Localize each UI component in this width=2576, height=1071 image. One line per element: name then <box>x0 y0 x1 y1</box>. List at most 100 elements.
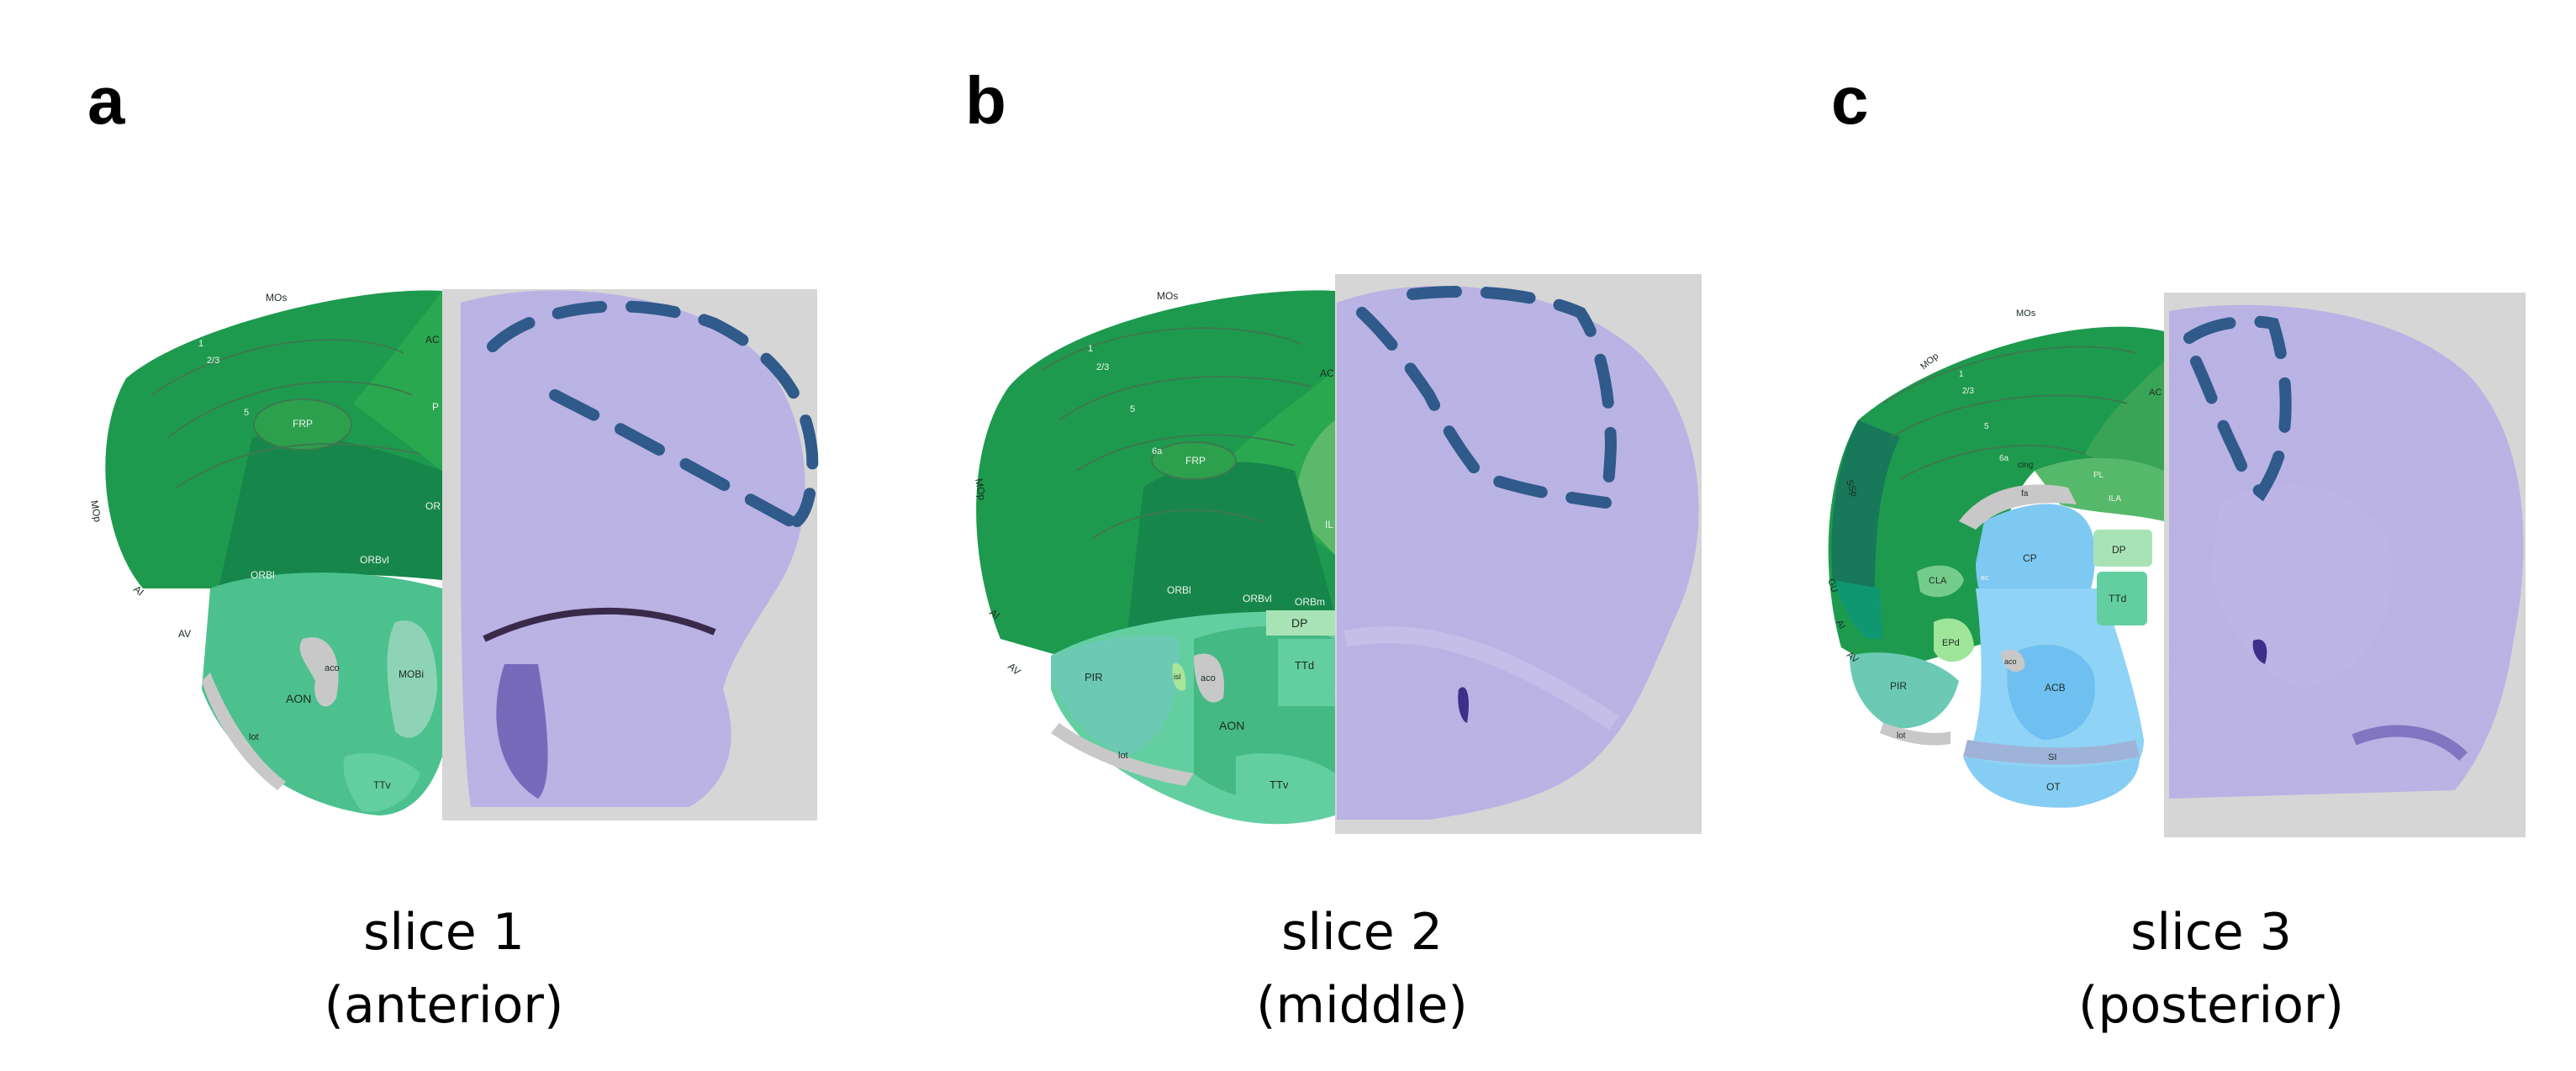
atlas-label-mop-a: MOp <box>88 499 103 523</box>
nissl-dark-spot-b <box>1458 687 1469 723</box>
atlas-label-orbvl-a: ORBvl <box>360 554 389 566</box>
atlas-epd-c <box>1934 618 1974 662</box>
atlas-ttv-b <box>1236 753 1335 820</box>
atlas-label-isl-b: isl <box>1174 673 1181 681</box>
atlas-label-l1-b: 1 <box>1088 344 1093 354</box>
atlas-cla-c <box>1917 565 1964 598</box>
atlas-label-orbm-b: ORBm <box>1295 596 1325 608</box>
atlas-layer-lines-c <box>1882 346 2136 480</box>
atlas-mobi-a <box>387 620 437 738</box>
atlas-label-ac-b: AC <box>1320 367 1334 379</box>
atlas-label-cla-c: CLA <box>1929 576 1947 586</box>
atlas-lateral-cortex-c <box>1831 420 1900 588</box>
atlas-ttd-c <box>2097 572 2147 625</box>
nissl-dark-spot-c <box>2252 639 2267 664</box>
panel-b: MOs AC 1 2/3 5 6a FRP IL ORBl ORBvl ORBm… <box>973 274 1702 834</box>
atlas-label-aco-a: aco <box>325 663 340 673</box>
atlas-label-ac-a: AC <box>425 334 440 346</box>
atlas-label-dp-b: DP <box>1291 616 1307 630</box>
atlas-label-l5-a: 5 <box>244 408 249 418</box>
atlas-label-l23-c: 2/3 <box>1962 387 1974 396</box>
nissl-cortex-edge-b <box>1343 625 1619 731</box>
atlas-fiber-c <box>1959 484 2077 530</box>
atlas-label-orbl-a: ORBl <box>251 569 275 581</box>
atlas-dp-b <box>1266 610 1335 636</box>
caption-slice-2-line2: (middle) <box>1256 976 1468 1035</box>
panel-letter-c: c <box>1831 63 1869 138</box>
atlas-layer-lines-b <box>1042 327 1312 539</box>
atlas-frp-b <box>1151 441 1237 480</box>
atlas-label-ac-c: AC <box>2149 388 2162 398</box>
atlas-label-p-a: P <box>432 401 439 413</box>
atlas-label-pl-c: PL <box>2093 471 2104 480</box>
atlas-label-mop-b: MOp <box>973 477 988 501</box>
atlas-gu-c <box>1833 580 1883 639</box>
nissl-fiber-band-a <box>483 607 716 642</box>
atlas-label-mos-a: MOs <box>266 292 287 303</box>
atlas-label-epd-c: EPd <box>1942 638 1960 648</box>
atlas-label-cing-c: cing <box>2018 461 2033 470</box>
atlas-label-mos-b: MOs <box>1157 290 1178 302</box>
atlas-aco-a <box>299 637 339 707</box>
nissl-section-b <box>1337 286 1699 820</box>
atlas-frp-a <box>253 398 352 451</box>
atlas-mid-cortex-c <box>2035 458 2164 521</box>
atlas-aco-b <box>1194 653 1224 703</box>
nissl-striatum-c <box>2211 484 2393 689</box>
atlas-label-aon-a: AON <box>286 692 311 705</box>
atlas-label-aon-b: AON <box>1219 719 1244 732</box>
panel-c: MOs MOp SSp GU AI AV 1 2/3 5 6a ec PL IL… <box>1825 293 2526 837</box>
atlas-label-lot-b: lot <box>1118 751 1128 761</box>
atlas-frontal-a <box>353 291 442 471</box>
atlas-label-mobi-a: MOBi <box>399 668 424 680</box>
caption-slice-3-line1: slice 3 <box>2130 903 2292 962</box>
atlas-label-mop-c: MOp <box>1919 351 1940 372</box>
atlas-label-cp-c: CP <box>2023 552 2037 564</box>
atlas-label-orbl-b: ORBl <box>1167 584 1191 596</box>
atlas-label-orbvl-b: ORBvl <box>1243 593 1272 604</box>
atlas-label-fa-c: fa <box>2021 489 2029 499</box>
atlas-label-l1-c: 1 <box>1959 370 1964 379</box>
caption-slice-2: slice 2 (middle) <box>1152 896 1572 1042</box>
atlas-layer-lines-a <box>150 339 421 488</box>
atlas-label-pir-c: PIR <box>1890 680 1907 692</box>
atlas-aco-c <box>2001 649 2025 673</box>
outline-dashed-c <box>2183 315 2292 502</box>
atlas-label-ttd-b: TTd <box>1295 659 1314 672</box>
atlas-label-av-b: AV <box>1006 661 1023 678</box>
atlas-label-ttv-b: TTv <box>1270 778 1289 791</box>
atlas-dp-c <box>2093 530 2152 567</box>
outline-dashed-b <box>1356 285 1618 510</box>
atlas-orbital-a <box>219 434 442 588</box>
caption-slice-1: slice 1 (anterior) <box>234 896 654 1042</box>
atlas-label-av-a: AV <box>178 628 191 640</box>
caption-slice-1-line2: (anterior) <box>324 976 564 1035</box>
atlas-isl-b <box>1172 663 1186 691</box>
atlas-label-l5-b: 5 <box>1130 404 1135 414</box>
caption-slice-3-line2: (posterior) <box>2077 976 2345 1035</box>
atlas-label-aco-b: aco <box>1201 673 1216 683</box>
atlas-label-gu-c: GU <box>1825 578 1840 594</box>
panel-letter-b: b <box>965 63 1006 138</box>
caption-slice-1-line1: slice 1 <box>363 903 525 962</box>
atlas-label-ila-c: ILA <box>2109 494 2121 504</box>
nissl-ventral-band-c <box>2352 725 2468 762</box>
atlas-label-aco-c: aco <box>2004 657 2017 666</box>
atlas-label-ai-c: AI <box>1834 619 1847 631</box>
atlas-pir-b <box>1051 636 1180 757</box>
atlas-orbital-b <box>1127 462 1335 639</box>
atlas-ttv-a <box>343 753 420 812</box>
atlas-label-pir-b: PIR <box>1085 671 1103 683</box>
atlas-acb-c <box>2007 644 2095 740</box>
panel-a: MOs AC 1 2/3 5 FRP P OR ORBl ORBvl MOp A… <box>88 289 819 820</box>
atlas-lot-a <box>202 673 286 790</box>
atlas-label-ttv-a: TTv <box>373 779 391 791</box>
atlas-label-l5-c: 5 <box>1984 422 1989 431</box>
panel-letter-a: a <box>87 63 125 138</box>
atlas-ot-c <box>1963 757 2140 808</box>
atlas-ttd-b <box>1278 639 1335 706</box>
nissl-olfactory-bulb-a <box>496 664 548 799</box>
atlas-label-mos-c: MOs <box>2016 309 2036 319</box>
atlas-label-ot-c: OT <box>2046 781 2061 793</box>
